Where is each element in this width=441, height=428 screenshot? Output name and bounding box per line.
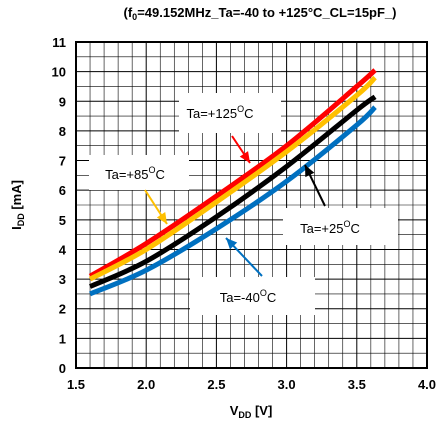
annotation-25c: Ta=+25OC: [283, 164, 398, 245]
x-tick-labels: 1.5 2.0 2.5 3.0 3.5 4.0: [67, 377, 436, 392]
annotation-85c: Ta=+85OC: [89, 155, 189, 225]
y-tick-label: 6: [59, 183, 66, 198]
x-tick-label: 2.0: [137, 377, 155, 392]
annotation-box: [89, 155, 189, 190]
temperature-annotations: Ta=+125OC Ta=+85OC Ta=+25OC Ta=-40OC: [89, 93, 398, 315]
series-line-minus40c: [89, 105, 377, 297]
y-tick-label: 2: [59, 302, 66, 317]
x-axis-label: VDD [V]: [230, 403, 273, 420]
curves: [88, 68, 377, 297]
y-tick-label: 4: [59, 242, 67, 257]
y-axis-label: IDD [mA]: [9, 180, 26, 230]
y-tick-label: 7: [59, 154, 66, 169]
annotation-arrowhead: [156, 212, 167, 224]
y-tick-labels: 0 1 2 3 4 5 6 7 8 9 10 11: [52, 35, 67, 376]
x-tick-label: 2.5: [207, 377, 225, 392]
y-tick-label: 11: [52, 35, 66, 50]
y-tick-label: 3: [59, 272, 66, 287]
chart-title: (f0=49.152MHz_Ta=-40 to +125°C_CL=15pF_): [124, 5, 397, 22]
x-tick-label: 3.0: [278, 377, 296, 392]
series-line-85c: [88, 75, 377, 282]
annotation-label: Ta=-40OC: [220, 288, 277, 305]
x-tick-label: 1.5: [67, 377, 85, 392]
annotation-label: Ta=+85OC: [105, 165, 165, 182]
plot-frame: [75, 41, 428, 369]
y-tick-label: 1: [59, 331, 66, 346]
y-tick-label: 10: [52, 65, 66, 80]
series-line-25c: [89, 94, 377, 289]
annotation-box: [190, 277, 315, 315]
y-tick-label: 0: [59, 361, 66, 376]
y-tick-label: 8: [59, 124, 66, 139]
annotation-label: Ta=+25OC: [300, 219, 360, 236]
annotation-arrowhead: [226, 238, 238, 250]
annotation-box: [283, 208, 398, 245]
y-tick-label: 9: [59, 94, 66, 109]
y-tick-label: 5: [59, 213, 66, 228]
annotation-minus40c: Ta=-40OC: [190, 237, 315, 315]
annotation-label: Ta=+125OC: [186, 104, 253, 121]
x-tick-label: 3.5: [348, 377, 366, 392]
annotation-125c: Ta=+125OC: [179, 93, 281, 164]
annotation-arrowhead: [305, 165, 315, 178]
annotation-box: [179, 93, 281, 133]
series-line-125c: [88, 68, 377, 279]
x-tick-label: 4.0: [418, 377, 436, 392]
annotation-arrowhead: [239, 151, 250, 163]
